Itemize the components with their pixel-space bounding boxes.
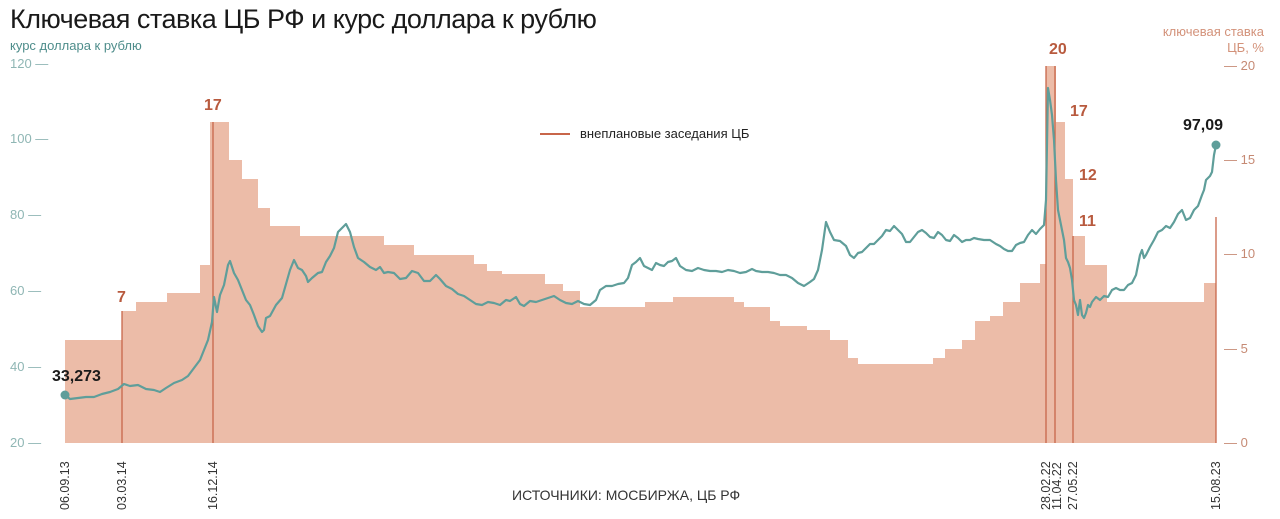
left-tick-120: 120 — <box>10 56 49 71</box>
right-axis-title-line2: ЦБ, % <box>1227 40 1264 55</box>
right-tick-20: — 20 <box>1224 58 1256 73</box>
left-tick-20: 20 — <box>10 435 42 450</box>
usd-rub-line <box>64 86 1218 401</box>
left-tick-100: 100 — <box>10 131 49 146</box>
rate-step-area <box>65 66 1216 443</box>
x-label-270522: 27.05.22 <box>1066 461 1080 510</box>
x-label-030314: 03.03.14 <box>115 461 129 510</box>
rate-label-20: 20 <box>1049 41 1067 58</box>
end-point-marker <box>1211 140 1221 150</box>
start-usd-label: 33,273 <box>52 368 101 385</box>
right-tick-15: — 15 <box>1224 152 1256 167</box>
rate-label-7: 7 <box>117 289 126 306</box>
left-axis-title: курс доллара к рублю <box>10 38 142 53</box>
legend-swatch <box>540 132 570 135</box>
x-label-060913: 06.09.13 <box>58 461 72 510</box>
rate-label-17-2022: 17 <box>1070 103 1088 120</box>
left-tick-60: 60 — <box>10 283 42 298</box>
unscheduled-meeting-markers <box>121 66 1217 443</box>
end-usd-label: 97,09 <box>1183 117 1224 134</box>
right-axis-title-line1: ключевая ставка <box>1162 24 1264 39</box>
rate-label-12: 12 <box>1079 167 1097 184</box>
right-tick-10: — 10 <box>1224 246 1256 261</box>
right-axis-title: ключевая ставка ЦБ, % <box>1163 24 1264 56</box>
left-tick-80: 80 — <box>10 207 42 222</box>
start-point-marker <box>60 390 70 400</box>
right-tick-5: — 5 <box>1224 341 1248 356</box>
legend-label: внеплановые заседания ЦБ <box>580 126 750 141</box>
left-tick-40: 40 — <box>10 359 42 374</box>
x-label-110422: 11.04.22 <box>1050 462 1064 510</box>
x-label-161214: 16.12.14 <box>206 461 220 510</box>
rate-label-11: 11 <box>1079 213 1096 230</box>
rate-label-17-2014: 17 <box>204 97 222 114</box>
x-label-150823: 15.08.23 <box>1209 461 1223 510</box>
source-note: ИСТОЧНИКИ: МОСБИРЖА, ЦБ РФ <box>512 487 741 503</box>
chart-title: Ключевая ставка ЦБ РФ и курс доллара к р… <box>10 4 597 34</box>
legend: внеплановые заседания ЦБ <box>540 126 749 141</box>
right-tick-0: — 0 <box>1224 435 1248 450</box>
